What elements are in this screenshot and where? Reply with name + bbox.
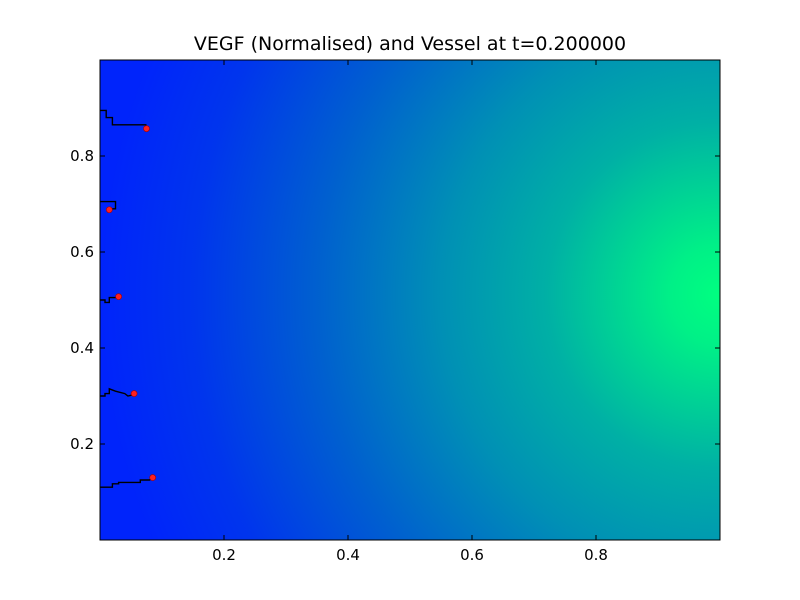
x-tick-label: 0.6	[460, 546, 484, 564]
vessel-tip-2	[106, 206, 113, 214]
y-tick-label: 0.2	[70, 435, 94, 453]
vessel-network	[100, 109, 156, 488]
plot-frame	[99, 59, 721, 541]
y-tick-label: 0.6	[70, 243, 94, 261]
chart-title: VEGF (Normalised) and Vessel at t=0.2000…	[194, 33, 626, 55]
vessel-1	[100, 109, 147, 126]
y-tick-label: 0.4	[70, 339, 94, 357]
vessel-tip-3	[115, 293, 122, 300]
axis-ticks: 0.2 0.4 0.6 0.8 0.2 0.4 0.6 0.8	[70, 60, 720, 564]
vessel-4	[100, 387, 135, 397]
vessel-tip-1	[143, 125, 150, 132]
vessel-2	[100, 200, 117, 210]
vessel-3	[100, 296, 119, 304]
vessel-tip-4	[130, 390, 138, 397]
vessel-5	[100, 477, 154, 488]
x-tick-label: 0.8	[584, 546, 608, 564]
vessel-tip-5	[149, 474, 156, 481]
vegf-heatmap	[100, 60, 720, 540]
y-tick-label: 0.8	[70, 147, 94, 165]
x-tick-label: 0.2	[212, 546, 236, 564]
x-tick-label: 0.4	[336, 546, 360, 564]
